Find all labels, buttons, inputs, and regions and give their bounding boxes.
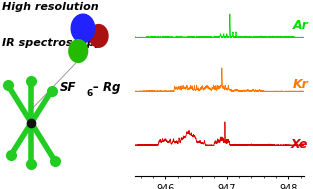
Text: Xe: Xe (291, 138, 308, 151)
Text: SF: SF (59, 81, 76, 94)
Circle shape (89, 25, 108, 47)
Text: 6: 6 (87, 89, 93, 98)
Text: Kr: Kr (293, 78, 308, 91)
Text: Ar: Ar (293, 19, 308, 32)
Circle shape (69, 40, 88, 62)
Text: High resolution: High resolution (2, 2, 98, 12)
Circle shape (71, 14, 95, 43)
Text: IR spectroscopy: IR spectroscopy (2, 38, 101, 48)
Text: – Rg: – Rg (93, 81, 121, 94)
